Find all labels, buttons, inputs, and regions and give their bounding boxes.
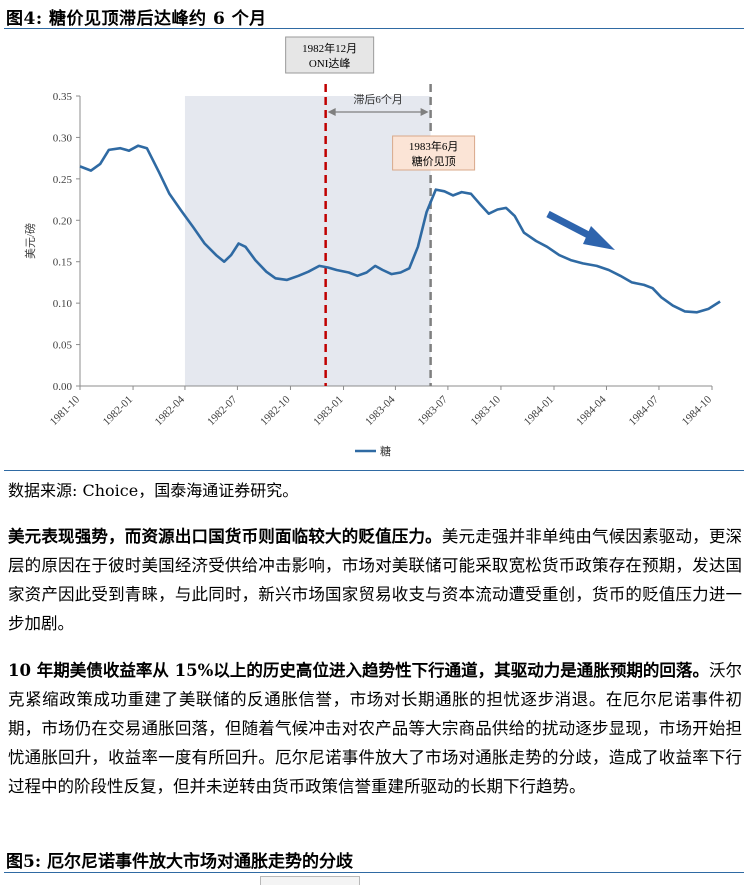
x-tick-label: 1982-10 xyxy=(258,393,293,428)
x-tick-label: 1984-01 xyxy=(522,394,556,428)
lag-arrow-right-head xyxy=(420,108,429,116)
paragraph-treasury-yield: 10 年期美债收益率从 15%以上的历史高位进入趋势性下行通道，其驱动力是通胀预… xyxy=(8,656,742,801)
paragraph-treasury-yield-body: 沃尔克紧缩政策成功重建了美联储的反通胀信誉，市场对长期通胀的担忧逐步消退。在厄尔… xyxy=(8,661,743,796)
sugar-peak-box xyxy=(392,135,476,171)
x-tick-label: 1983-10 xyxy=(469,393,504,428)
y-tick-label: 0.25 xyxy=(53,174,73,186)
lag-label: 滞后6个月 xyxy=(353,93,403,106)
downtrend-arrow-head xyxy=(583,226,615,250)
data-source: 数据来源: Choice，国泰海通证券研究。 xyxy=(8,481,299,500)
x-tick-label: 1984-07 xyxy=(627,393,662,428)
paragraph-dollar-strength-lead: 美元表现强势，而资源出口国货币则面临较大的贬值压力。 xyxy=(8,527,442,546)
x-tick-label: 1983-01 xyxy=(311,394,345,428)
y-axis-label: 美元/磅 xyxy=(23,223,37,259)
lag-arrow-left-head xyxy=(327,108,336,116)
paragraph-treasury-yield-lead: 10 年期美债收益率从 15%以上的历史高位进入趋势性下行通道，其驱动力是通胀预… xyxy=(8,661,709,680)
sugar-price-chart: 0.00 0.05 0.10 0.15 0.20 0.25 0.30 0.35 1981-10 1… xyxy=(23,36,721,458)
paragraph-dollar-strength: 美元表现强势，而资源出口国货币则面临较大的贬值压力。美元走强并非单纯由气候因素驱… xyxy=(8,522,742,638)
figure4-top-rule xyxy=(4,28,744,29)
y-tick-label: 0.15 xyxy=(53,257,73,269)
x-tick-label: 1984-10 xyxy=(680,393,715,428)
sugar-peak-box-label: 糖价见顶 xyxy=(412,154,456,168)
y-tick-label: 0.20 xyxy=(53,215,73,227)
figure5-top-rule xyxy=(4,872,744,873)
sugar-price-line xyxy=(79,144,721,314)
y-tick-label: 0.30 xyxy=(53,132,73,144)
legend-label: 糖 xyxy=(380,444,391,458)
figure4-title: 图4: 糖价见顶滞后达峰约 6 个月 xyxy=(6,9,267,29)
figure5-title: 图5: 厄尔尼诺事件放大市场对通胀走势的分歧 xyxy=(6,852,354,872)
x-tick-label: 1981-10 xyxy=(48,393,83,428)
oni-peak-box xyxy=(285,36,375,74)
figure5-chart-top-fragment xyxy=(260,876,360,885)
x-tick-label: 1982-01 xyxy=(101,394,135,428)
x-tick-label: 1983-07 xyxy=(416,393,451,428)
x-tick-label: 1982-07 xyxy=(205,393,240,428)
y-tick-label: 0.10 xyxy=(53,298,73,310)
x-tick-label: 1983-04 xyxy=(363,393,398,428)
x-tick-label: 1984-04 xyxy=(574,393,609,428)
oni-peak-box-date: 1982年12月 xyxy=(302,41,357,55)
sugar-peak-box-date: 1983年6月 xyxy=(409,139,459,153)
y-tick-label: 0.00 xyxy=(53,381,73,393)
y-tick-label: 0.05 xyxy=(53,340,73,352)
shaded-period xyxy=(184,96,431,386)
figure4-bottom-rule xyxy=(4,470,744,471)
paragraph-dollar-strength-body: 美元走强并非单纯由气候因素驱动，更深层的原因在于彼时美国经济受供给冲击影响，市场… xyxy=(8,527,743,633)
x-tick-label: 1982-04 xyxy=(153,393,188,428)
y-tick-label: 0.35 xyxy=(53,91,73,103)
oni-peak-box-label: ONI达峰 xyxy=(309,57,351,70)
